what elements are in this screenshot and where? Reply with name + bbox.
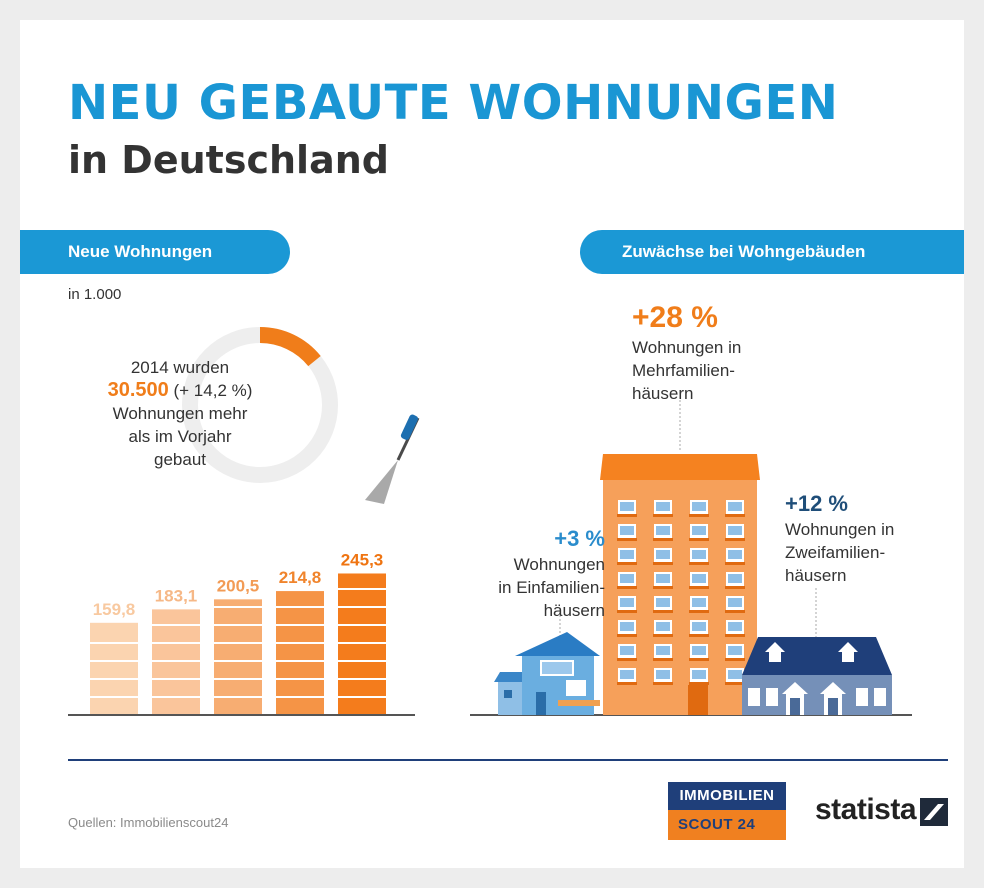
mehrfamilien-annotation: +28 % Wohnungen in Mehrfamilien- häusern <box>632 300 741 405</box>
statista-logo-text: statista <box>815 793 917 826</box>
zweifamilien-l2: Zweifamilien- <box>785 543 886 562</box>
einfamilien-l3: häusern <box>543 601 605 620</box>
two-family-house-icon <box>742 637 892 715</box>
chart-unit: in 1.000 <box>68 286 122 303</box>
bar-4 <box>338 573 386 715</box>
zweifamilien-l3: häusern <box>785 566 847 585</box>
page-subtitle: in Deutschland <box>68 138 389 182</box>
trowel-icon <box>365 414 420 504</box>
bar-value-label-3: 214,8 <box>279 568 322 587</box>
neue-wohnungen-label: Neue Wohnungen <box>20 230 290 274</box>
page-title: NEU GEBAUTE WOHNUNGEN <box>68 75 839 131</box>
mehrfamilien-l1: Wohnungen in <box>632 338 742 357</box>
donut-caption: 2014 wurden 30.500 (+ 14,2 %) Wohnungen … <box>80 356 280 471</box>
donut-highlight-arc <box>259 327 321 367</box>
donut-highlight-value: 30.500 <box>107 379 169 401</box>
bar-1 <box>152 609 200 715</box>
infographic-card: NEU GEBAUTE WOHNUNGEN in Deutschland Neu… <box>20 20 964 868</box>
donut-line5: gebaut <box>154 450 206 469</box>
bar-value-label-0: 159,8 <box>93 600 136 619</box>
statista-logo-icon <box>920 798 948 826</box>
illustration-canvas: 159,8 183,1 200,5 214,8 245,3 <box>68 327 948 826</box>
logo-top-text: IMMOBILIEN <box>668 782 786 810</box>
bar-value-label-1: 183,1 <box>155 586 198 605</box>
bar-chart: 159,8 183,1 200,5 214,8 245,3 <box>90 550 386 715</box>
zweifamilien-pct: +12 % <box>785 491 848 516</box>
einfamilien-pct: +3 % <box>554 526 605 551</box>
single-family-house-icon <box>494 632 600 715</box>
apartment-building-icon <box>600 454 760 715</box>
bar-value-label-4: 245,3 <box>341 550 384 569</box>
donut-highlight-suffix: (+ 14,2 %) <box>173 381 253 400</box>
donut-line1: 2014 wurden <box>130 358 230 377</box>
bar-0 <box>90 622 138 715</box>
donut-chart <box>182 327 338 483</box>
einfamilien-l1: Wohnungen <box>513 555 605 574</box>
zweifamilien-annotation: +12 % Wohnungen in Zweifamilien- häusern <box>785 490 894 587</box>
zweifamilien-l1: Wohnungen in <box>785 520 895 539</box>
donut-line4: als im Vorjahr <box>128 427 232 446</box>
bar-2 <box>214 599 262 715</box>
mehrfamilien-pct: +28 % <box>632 301 718 334</box>
mehrfamilien-l3: häusern <box>632 384 694 403</box>
bar-3 <box>276 591 324 715</box>
zuwaechse-label: Zuwächse bei Wohngebäuden <box>580 230 964 274</box>
einfamilien-annotation: +3 % Wohnungen in Einfamilien- häusern <box>455 525 605 622</box>
bar-value-label-2: 200,5 <box>217 576 260 595</box>
immobilienscout-logo: IMMOBILIEN SCOUT 24 <box>668 782 786 840</box>
logo-bottom-text: SCOUT 24 <box>668 810 786 840</box>
source-note: Quellen: Immobilienscout24 <box>68 815 229 830</box>
mehrfamilien-l2: Mehrfamilien- <box>632 361 735 380</box>
einfamilien-l2: in Einfamilien- <box>498 578 605 597</box>
donut-line3: Wohnungen mehr <box>112 404 248 423</box>
